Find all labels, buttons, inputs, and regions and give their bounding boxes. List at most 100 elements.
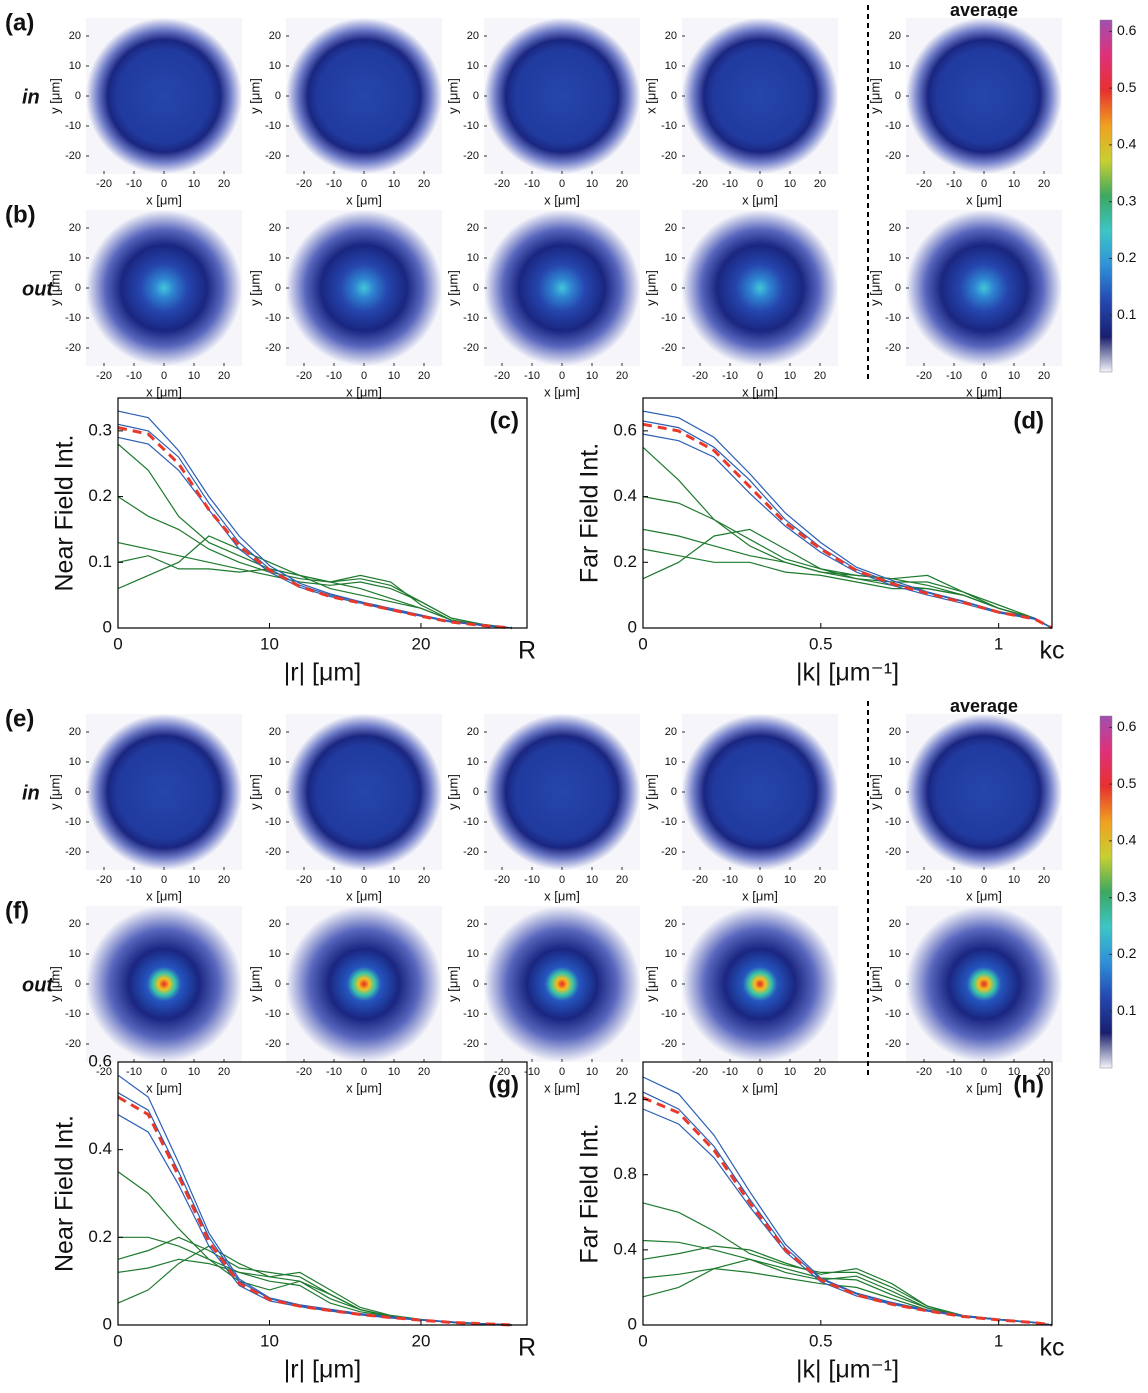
y-tick-label: -10: [885, 816, 901, 828]
plot: [117, 1074, 512, 1327]
y-tick-label: -20: [661, 150, 677, 162]
y-axis-label: y [μm]: [47, 78, 62, 114]
x-tick-label: 10: [1008, 1066, 1020, 1078]
x-tick-label: 20: [218, 874, 230, 886]
x-tick-label: 0: [113, 634, 122, 653]
x-tick-label: 20: [814, 370, 826, 382]
profile-line: [117, 1171, 512, 1326]
profile-line: [117, 1258, 512, 1326]
y-tick-label: 0: [895, 786, 901, 798]
x-axis-label: |r| [μm]: [284, 659, 361, 687]
y-tick-label: 0.6: [613, 420, 637, 439]
x-tick-label: 0: [161, 178, 167, 190]
heatmap-image: [86, 18, 242, 174]
x-tick-label: -20: [916, 1066, 932, 1078]
x-axis-label: |k| [μm⁻¹]: [796, 659, 899, 687]
colorbar-tick-label: 0.6: [1117, 22, 1137, 38]
y-tick-label: 0: [628, 617, 637, 636]
x-tick-label: -20: [96, 1066, 112, 1078]
y-tick-label: -20: [265, 846, 281, 858]
y-tick-label: 10: [69, 948, 81, 960]
x-tick-label: -20: [96, 178, 112, 190]
y-tick-label: -20: [661, 846, 677, 858]
y-tick-label: -20: [65, 1038, 81, 1050]
y-tick-label: -10: [265, 120, 281, 132]
heatmap-image: [86, 210, 242, 366]
x-tick-label: 20: [616, 1066, 628, 1078]
y-tick-label: 20: [269, 30, 281, 42]
y-tick-label: 20: [269, 918, 281, 930]
y-tick-label: 20: [69, 30, 81, 42]
y-tick-label: -10: [65, 312, 81, 324]
y-tick-label: 20: [269, 222, 281, 234]
x-tick-label: R: [518, 1334, 536, 1362]
x-tick-label: 20: [418, 178, 430, 190]
y-tick-label: 0: [75, 786, 81, 798]
y-tick-label: 0: [895, 978, 901, 990]
x-tick-label: 0: [559, 1066, 565, 1078]
x-tick-label: 10: [188, 874, 200, 886]
x-axis-label: x [μm]: [742, 1080, 778, 1095]
x-tick-label: 0: [361, 1066, 367, 1078]
profile-line: [117, 496, 512, 629]
profile-line: [117, 436, 512, 629]
x-axis-label: x [μm]: [742, 192, 778, 207]
y-tick-label: -10: [661, 816, 677, 828]
colorbar-tick-label: 0.2: [1117, 945, 1137, 961]
y-axis-label: y [μm]: [445, 78, 460, 114]
plot: [117, 410, 513, 630]
heatmap-image: [286, 906, 442, 1062]
x-tick-label: -10: [946, 370, 962, 382]
x-axis-label: x [μm]: [146, 1080, 182, 1095]
x-tick-label: 10: [586, 1066, 598, 1078]
x-axis-label: x [μm]: [346, 888, 382, 903]
y-axis-label: y [μm]: [445, 270, 460, 306]
x-tick-label: -20: [494, 178, 510, 190]
y-tick-label: -20: [661, 1038, 677, 1050]
x-tick-label: 10: [1008, 874, 1020, 886]
y-tick-label: -10: [65, 120, 81, 132]
colorbar-tick-label: 0.4: [1117, 832, 1137, 848]
x-tick-label: 20: [412, 1331, 431, 1350]
y-axis-label: x [μm]: [643, 78, 658, 114]
x-tick-label: 0: [113, 1331, 122, 1350]
y-tick-label: 0.2: [613, 552, 637, 571]
y-tick-label: -20: [463, 342, 479, 354]
x-tick-label: 0: [559, 874, 565, 886]
x-tick-label: 10: [388, 1066, 400, 1078]
x-tick-label: 0: [161, 874, 167, 886]
x-tick-label: 20: [218, 178, 230, 190]
x-axis-label: x [μm]: [146, 384, 182, 399]
x-axis-label: x [μm]: [544, 384, 580, 399]
row-tag: out: [22, 974, 54, 996]
y-tick-label: 20: [889, 222, 901, 234]
x-tick-label: -10: [722, 1066, 738, 1078]
y-tick-label: -10: [463, 1008, 479, 1020]
y-tick-label: 0: [275, 90, 281, 102]
y-tick-label: 20: [889, 918, 901, 930]
y-tick-label: 20: [467, 726, 479, 738]
y-tick-label: 0: [628, 1314, 637, 1333]
heatmap-image: [906, 906, 1062, 1062]
y-tick-label: -10: [463, 120, 479, 132]
x-tick-label: 10: [260, 634, 279, 653]
y-tick-label: -10: [265, 816, 281, 828]
x-tick-label: -20: [494, 370, 510, 382]
x-tick-label: -20: [916, 874, 932, 886]
y-tick-label: 10: [269, 948, 281, 960]
x-tick-label: 0: [757, 178, 763, 190]
y-tick-label: -10: [65, 816, 81, 828]
y-tick-label: -10: [885, 312, 901, 324]
profile-line: [117, 423, 512, 629]
x-tick-label: 10: [260, 1331, 279, 1350]
heatmap-image: [484, 714, 640, 870]
y-tick-label: 0: [473, 978, 479, 990]
colorbar-tick-label: 0.1: [1117, 306, 1137, 322]
heatmap-image: [286, 210, 442, 366]
x-tick-label: 10: [188, 370, 200, 382]
x-tick-label: 0: [981, 1066, 987, 1078]
heatmap-image: [286, 714, 442, 870]
x-tick-label: kc: [1040, 1334, 1065, 1362]
y-tick-label: 20: [269, 726, 281, 738]
y-tick-label: 0.3: [88, 420, 112, 439]
